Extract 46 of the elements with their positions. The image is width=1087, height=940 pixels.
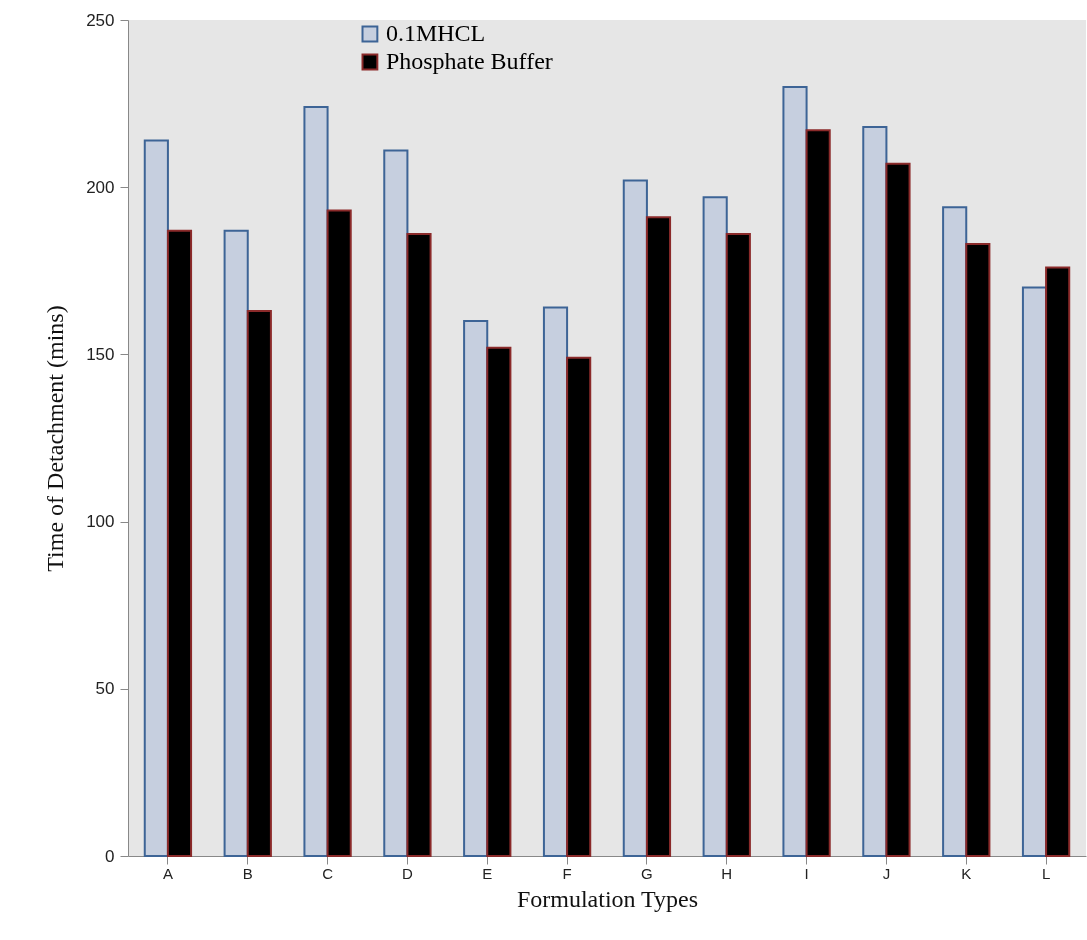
bar (383, 149, 409, 857)
bar (486, 346, 512, 857)
bar (1045, 266, 1071, 857)
legend-label: 0.1MHCL (385, 20, 486, 46)
bar (246, 309, 272, 857)
x-tick-label: G (641, 864, 653, 882)
bar (862, 126, 888, 857)
bar (782, 85, 808, 857)
x-tick-label: C (322, 864, 334, 882)
bar (566, 356, 592, 857)
y-tick-label: 0 (105, 846, 115, 866)
legend-label: Phosphate Buffer (385, 48, 553, 74)
bar (645, 216, 672, 857)
x-tick-label: E (482, 864, 493, 882)
x-tick-label: J (882, 864, 891, 882)
bar (702, 196, 728, 857)
y-tick-label: 100 (86, 512, 115, 532)
bar (942, 206, 968, 857)
y-tick-label: 50 (95, 679, 115, 699)
bar (622, 179, 648, 857)
x-tick-label: K (961, 864, 972, 882)
bar (885, 162, 911, 857)
x-tick-label: I (804, 864, 809, 882)
bar (303, 105, 329, 857)
bar (463, 319, 489, 857)
bar (166, 229, 193, 857)
y-tick-label: 150 (86, 344, 115, 364)
bar (143, 139, 169, 857)
bar (406, 233, 432, 857)
x-axis-title: Formulation Types (516, 885, 699, 912)
bar (542, 306, 569, 857)
x-tick-label: H (721, 864, 733, 882)
bar (326, 209, 352, 857)
x-tick-label: D (401, 864, 413, 882)
bar (1021, 286, 1048, 857)
x-tick-label: L (1041, 864, 1051, 882)
bar (805, 129, 831, 857)
bar (725, 233, 751, 857)
bar (965, 243, 991, 857)
x-tick-label: B (242, 864, 253, 882)
y-tick-label: 200 (86, 177, 115, 197)
y-axis-title: Time of Detachment (mins) (42, 305, 69, 572)
bar (223, 229, 249, 857)
x-tick-label: A (162, 864, 173, 882)
x-tick-label: F (562, 864, 572, 882)
y-tick-label: 250 (86, 10, 115, 30)
